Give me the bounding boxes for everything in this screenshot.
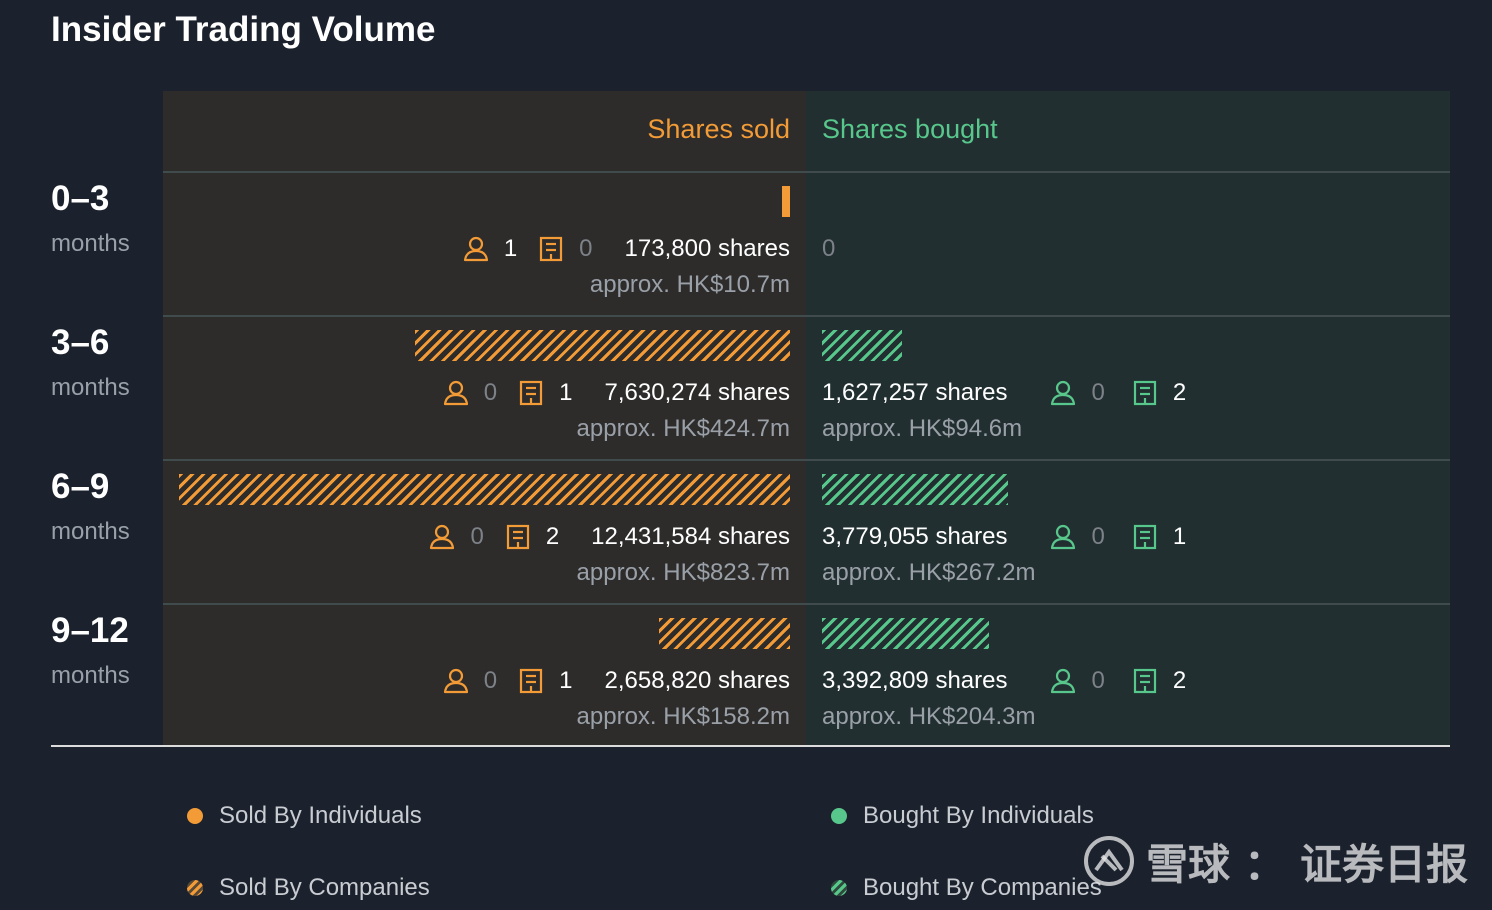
sold-approx-value: approx. HK$158.2m bbox=[576, 703, 790, 730]
shares-bought-header: Shares bought bbox=[822, 114, 998, 144]
period-label: 6–9 bbox=[51, 467, 110, 506]
count-value: 0 bbox=[579, 235, 593, 262]
sold-details: 0 2 12,431,584 shares bbox=[428, 519, 790, 555]
count-value: 1 bbox=[503, 235, 518, 262]
legend-sold-individuals: Sold By Individuals bbox=[187, 801, 422, 831]
watermark-brand: 雪球 bbox=[1146, 840, 1231, 888]
bought-bar bbox=[822, 474, 1008, 505]
bought-shares: 1,627,257 shares bbox=[822, 379, 1008, 406]
person-icon bbox=[443, 380, 468, 406]
bought-shares: 3,392,809 shares bbox=[822, 667, 1008, 694]
count-value: 1 bbox=[1172, 523, 1187, 550]
legend-bought-companies: Bought By Companies bbox=[831, 873, 1102, 903]
count-value: 0 bbox=[483, 667, 498, 694]
count-value: 0 bbox=[1091, 667, 1105, 694]
sold-details: 0 1 2,658,820 shares bbox=[442, 663, 790, 699]
legend-solid-green-marker bbox=[831, 808, 847, 824]
period-row: 6–9 months 0 2 12,431,584 shares approx. HK$8… bbox=[51, 459, 1450, 603]
building-icon bbox=[1133, 380, 1156, 406]
person-icon bbox=[1051, 668, 1076, 694]
count-value: 2 bbox=[545, 523, 560, 550]
bought-shares: 3,779,055 shares bbox=[822, 523, 1008, 550]
sold-shares: 2,658,820 shares bbox=[604, 667, 790, 694]
period-row: 3–6 months 0 1 7,630,274 shares approx. HK$42… bbox=[51, 315, 1450, 459]
snowball-logo-icon bbox=[1084, 836, 1134, 886]
bought-details: 1,627,257 shares 0 2 bbox=[822, 375, 1212, 411]
period-row: 0–3 months 1 0 173,800 shares approx. HK$10.7… bbox=[51, 171, 1450, 315]
legend-solid-orange-marker bbox=[187, 808, 203, 824]
sold-details: 1 0 173,800 shares bbox=[462, 231, 790, 267]
building-icon bbox=[1133, 524, 1156, 550]
bought-approx-value: approx. HK$94.6m bbox=[822, 415, 1023, 442]
period-row: 9–12 months 0 1 2,658,820 shares approx. HK$1… bbox=[51, 603, 1450, 747]
bought-details: 3,392,809 shares 0 2 bbox=[822, 663, 1212, 699]
legend-label: Sold By Companies bbox=[219, 874, 430, 901]
bought-approx-value: approx. HK$267.2m bbox=[822, 559, 1036, 586]
legend-label: Bought By Individuals bbox=[863, 802, 1094, 829]
count-value: 0 bbox=[483, 379, 498, 406]
period-unit: months bbox=[51, 662, 130, 689]
person-icon bbox=[1051, 524, 1076, 550]
sold-bar bbox=[415, 330, 790, 361]
building-icon bbox=[506, 524, 529, 550]
count-value: 1 bbox=[559, 379, 573, 406]
bought-bar bbox=[822, 618, 989, 649]
period-unit: months bbox=[51, 230, 130, 257]
person-icon bbox=[430, 524, 455, 550]
row-divider bbox=[163, 459, 1450, 461]
legend-label: Sold By Individuals bbox=[219, 802, 422, 829]
sold-bar bbox=[659, 618, 790, 649]
sold-shares: 173,800 shares bbox=[624, 235, 790, 262]
building-icon bbox=[1133, 668, 1156, 694]
legend-sold-companies: Sold By Companies bbox=[187, 873, 430, 903]
building-icon bbox=[520, 668, 543, 694]
sold-approx-value: approx. HK$424.7m bbox=[576, 415, 790, 442]
period-unit: months bbox=[51, 518, 130, 545]
sold-approx-value: approx. HK$10.7m bbox=[589, 271, 790, 298]
row-divider bbox=[163, 603, 1450, 605]
sold-bar bbox=[179, 474, 790, 505]
bought-approx-value: approx. HK$204.3m bbox=[822, 703, 1036, 730]
sold-shares: 12,431,584 shares bbox=[591, 523, 790, 550]
legend-hatched-orange-marker bbox=[187, 880, 203, 896]
count-value: 0 bbox=[470, 523, 484, 550]
bought-zero: 0 bbox=[822, 235, 836, 262]
watermark-account: 证券日报 bbox=[1300, 840, 1469, 888]
count-value: 2 bbox=[1172, 667, 1187, 694]
count-value: 0 bbox=[1091, 379, 1105, 406]
sold-details: 0 1 7,630,274 shares bbox=[442, 375, 790, 411]
page-title: Insider Trading Volume bbox=[51, 10, 436, 49]
sold-approx-value: approx. HK$823.7m bbox=[576, 559, 790, 586]
person-icon bbox=[463, 236, 488, 262]
row-divider bbox=[163, 315, 1450, 317]
period-unit: months bbox=[51, 374, 130, 401]
insider-trading-table: Shares sold Shares bought 0–3 months 1 0 173… bbox=[51, 91, 1450, 747]
count-value: 2 bbox=[1172, 379, 1187, 406]
bought-bar bbox=[822, 330, 902, 361]
watermark: 雪球 ： 证券日报 bbox=[1082, 830, 1468, 892]
legend-bought-individuals: Bought By Individuals bbox=[831, 801, 1094, 831]
building-icon bbox=[520, 380, 543, 406]
row-divider bbox=[163, 171, 1450, 173]
building-icon bbox=[540, 236, 563, 262]
shares-sold-header: Shares sold bbox=[647, 114, 790, 144]
person-icon bbox=[1051, 380, 1076, 406]
period-label: 9–12 bbox=[51, 611, 129, 650]
person-icon bbox=[443, 668, 468, 694]
table-bottom-rule bbox=[51, 745, 1450, 747]
count-value: 0 bbox=[1091, 523, 1105, 550]
bought-details: 3,779,055 shares 0 1 bbox=[822, 519, 1212, 555]
period-label: 0–3 bbox=[51, 179, 110, 218]
count-value: 1 bbox=[559, 667, 573, 694]
sold-bar bbox=[782, 186, 790, 217]
legend-label: Bought By Companies bbox=[863, 874, 1102, 901]
period-label: 3–6 bbox=[51, 323, 110, 362]
watermark-separator: ： bbox=[1244, 840, 1287, 888]
legend-hatched-green-marker bbox=[831, 880, 847, 896]
sold-shares: 7,630,274 shares bbox=[604, 379, 790, 406]
